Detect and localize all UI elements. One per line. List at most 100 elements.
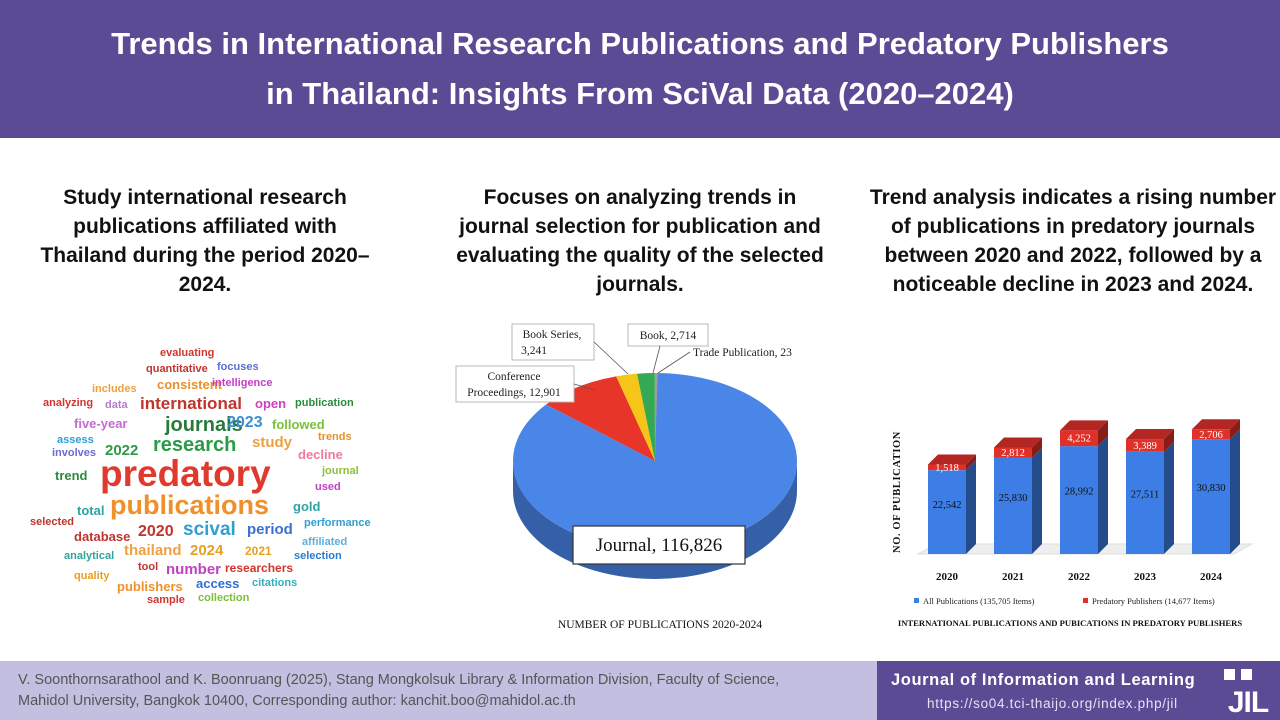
word-cloud-word: trends <box>318 431 352 443</box>
pie-label-book: Book, 2,714 <box>640 330 697 342</box>
svg-text:JIL: JIL <box>1228 686 1269 716</box>
word-cloud-word: followed <box>272 417 325 432</box>
word-cloud-word: journals <box>165 414 243 436</box>
word-cloud-word: researchers <box>225 561 294 575</box>
word-cloud: evaluating focuses quantitative consistent i… <box>30 340 385 612</box>
bar-side-all <box>1164 441 1174 554</box>
word-cloud-word: citations <box>252 577 298 589</box>
word-cloud-word: international <box>140 394 243 413</box>
legend-swatch-predatory <box>1083 598 1088 603</box>
bar-category-label: 2020 <box>936 571 959 583</box>
word-cloud-word: focuses <box>217 361 259 373</box>
word-cloud-word: analyzing <box>43 397 94 409</box>
bar-value-label: 3,389 <box>1133 441 1157 452</box>
pie-slice <box>654 373 658 461</box>
bar-all-publications <box>1192 439 1230 554</box>
word-cloud-word: journal <box>322 465 359 477</box>
word-cloud-word: publishers <box>117 579 183 594</box>
word-cloud-word: open <box>255 396 287 411</box>
bar-predatory-publishers <box>1060 430 1098 447</box>
bar-predatory-publishers <box>1126 439 1164 452</box>
bar-value-label: 2,706 <box>1199 430 1223 441</box>
bar-category-label: 2021 <box>1002 571 1024 583</box>
word-cloud-word: study <box>252 434 293 451</box>
word-cloud-word: consistent <box>157 377 223 392</box>
word-cloud-word: includes <box>92 383 137 395</box>
word-cloud-word: thailand <box>124 542 182 559</box>
bar-side-predatory <box>1230 419 1240 440</box>
journal-name: Journal of Information and Learning <box>891 671 1196 689</box>
pie-leader-line <box>657 351 691 374</box>
word-cloud-word: quality <box>74 570 110 582</box>
bar-chart-title: INTERNATIONAL PUBLICATIONS AND PUBICATIO… <box>898 618 1243 628</box>
word-cloud-word: selected <box>30 516 75 528</box>
citation-line-2: Mahidol University, Bangkok 10400, Corre… <box>18 693 576 709</box>
bar-y-axis-label: NO. OF PUBLICATION <box>892 431 903 553</box>
title-line-2: in Thailand: Insights From SciVal Data (… <box>266 76 1014 111</box>
word-cloud-word: tool <box>138 561 159 573</box>
header-banner: Trends in International Research Publica… <box>0 0 1280 138</box>
journal-url[interactable]: https://so04.tci-thaijo.org/index.php/ji… <box>927 696 1178 711</box>
word-cloud-word: data <box>105 399 128 411</box>
word-cloud-word: number <box>166 561 222 578</box>
pie-label-box <box>455 365 575 403</box>
bar-value-label: 22,542 <box>933 500 962 511</box>
title-line-1: Trends in International Research Publica… <box>111 26 1169 61</box>
bar-side-predatory <box>1164 429 1174 452</box>
word-cloud-word: evaluating <box>160 347 215 359</box>
word-cloud-word: publication <box>295 397 354 409</box>
word-cloud-word: 2023 <box>227 414 263 431</box>
bar-side-all <box>1230 429 1240 554</box>
pie-label-journal: Journal, 116,826 <box>596 535 722 556</box>
bar-value-label: 27,511 <box>1131 490 1160 501</box>
bar-category-label: 2023 <box>1134 571 1157 583</box>
bar-top-predatory <box>1126 429 1174 440</box>
bar-all-publications <box>928 470 966 554</box>
journal-footer: Journal of Information and Learning http… <box>877 661 1280 720</box>
pie-label-box <box>627 323 709 347</box>
bar-side-all <box>1032 447 1042 554</box>
bar-top-predatory <box>1060 420 1108 431</box>
legend-label-all: All Publications (135,705 Items) <box>923 596 1035 606</box>
bar-predatory-publishers <box>928 464 966 471</box>
word-cloud-word: used <box>315 481 341 493</box>
bar-top-predatory <box>928 454 976 465</box>
pie-label-conference-value: Proceedings, 12,901 <box>467 387 561 399</box>
word-cloud-word: affiliated <box>302 536 348 548</box>
word-cloud-word: scival <box>183 519 236 540</box>
bar-value-label: 30,830 <box>1197 483 1226 494</box>
word-cloud-word: 2022 <box>105 442 139 459</box>
column-2-text: Focuses on analyzing trends in journal s… <box>456 186 824 296</box>
bar-all-publications <box>1060 446 1098 554</box>
bar-value-label: 28,992 <box>1065 487 1094 498</box>
word-cloud-word: database <box>74 529 131 544</box>
bar-predatory-publishers <box>1192 429 1230 440</box>
bar-top-predatory <box>1192 419 1240 430</box>
citation-line-1: V. Soonthornsarathool and K. Boonruang (… <box>18 672 780 688</box>
word-cloud-word: quantitative <box>146 363 208 375</box>
bar-side-predatory <box>966 454 976 471</box>
word-cloud-word: five-year <box>74 416 128 431</box>
bar-side-all <box>1098 436 1108 554</box>
pie-leader-line <box>593 341 629 375</box>
word-cloud-word: involves <box>52 447 97 459</box>
publications-bar-chart: 22,542 1,518 2020 25,830 2,812 2021 28,992 4,25… <box>892 419 1254 628</box>
citation-footer: V. Soonthornsarathool and K. Boonruang (… <box>0 661 877 720</box>
bar-value-label: 2,812 <box>1001 448 1025 459</box>
word-cloud-word: gold <box>293 499 321 514</box>
column-3-text: Trend analysis indicates a rising number… <box>869 186 1277 296</box>
bar-category-label: 2024 <box>1200 571 1223 583</box>
bar-predatory-publishers <box>994 447 1032 458</box>
legend-swatch-all <box>914 598 919 603</box>
bar-all-publications <box>1126 451 1164 554</box>
pie-label-book-series-value: 3,241 <box>521 345 547 357</box>
word-cloud-word: collection <box>198 592 250 604</box>
word-cloud-word: assess <box>57 434 94 446</box>
word-cloud-word: 2020 <box>138 523 174 540</box>
bar-value-label: 4,252 <box>1067 434 1091 445</box>
word-cloud-word: research <box>153 434 237 456</box>
bar-side-predatory <box>1032 437 1042 458</box>
word-cloud-word: trend <box>55 468 88 483</box>
column-1-text: Study international research publication… <box>40 186 370 296</box>
word-cloud-word: total <box>77 503 105 518</box>
